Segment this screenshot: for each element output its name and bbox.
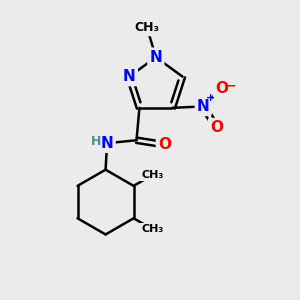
Text: +: + (206, 93, 215, 103)
Text: H: H (91, 135, 101, 148)
Text: CH₃: CH₃ (142, 170, 164, 180)
Text: N: N (123, 69, 136, 84)
Text: O: O (210, 120, 223, 135)
Text: N: N (149, 50, 162, 65)
Text: −: − (226, 79, 236, 92)
Text: O: O (158, 137, 171, 152)
Text: N: N (197, 99, 210, 114)
Text: O: O (215, 81, 228, 96)
Text: CH₃: CH₃ (142, 224, 164, 234)
Text: CH₃: CH₃ (135, 21, 160, 34)
Text: N: N (101, 136, 113, 151)
